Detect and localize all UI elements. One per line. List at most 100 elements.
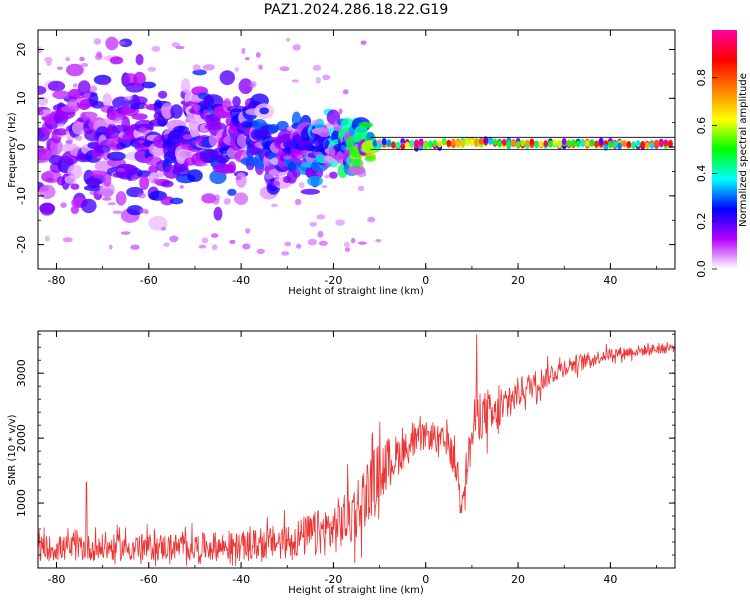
heatmap-speckle <box>62 237 73 243</box>
heatmap-speckle <box>38 145 43 152</box>
colorbar-label: Normalized spectral amplitude <box>738 73 749 227</box>
heatmap-speckle <box>191 139 198 146</box>
heatmap-cell <box>364 155 376 162</box>
heatmap-speckle <box>357 185 365 192</box>
heatmap-cell <box>148 165 159 174</box>
x-tick-label: -40 <box>232 573 250 586</box>
heatmap-speckle <box>41 154 52 160</box>
heatmap-speckle <box>72 83 78 88</box>
heatmap-cell <box>38 96 49 106</box>
heatmap-speckle <box>108 190 114 194</box>
heatmap-speckle <box>242 243 251 250</box>
heatmap-cell <box>548 140 553 148</box>
heatmap-speckle <box>298 182 305 189</box>
heatmap-speckle <box>277 161 287 168</box>
heatmap-speckle <box>258 64 263 70</box>
heatmap-cell <box>501 139 507 146</box>
heatmap-speckle <box>63 173 71 177</box>
heatmap-cell <box>663 139 669 147</box>
heatmap-speckle <box>270 203 278 208</box>
heatmap-speckle <box>201 237 209 244</box>
heatmap-speckle <box>292 44 301 51</box>
heatmap-cell <box>488 137 493 145</box>
heatmap-cell <box>190 124 200 138</box>
heatmap-cell <box>580 140 586 148</box>
heatmap-speckle <box>116 137 125 143</box>
heatmap-speckle <box>189 101 196 107</box>
heatmap-speckle <box>234 67 239 72</box>
heatmap-cell <box>170 104 183 119</box>
x-tick-label: 20 <box>511 274 525 287</box>
colorbar-tick-label: 0.0 <box>695 260 708 278</box>
heatmap-speckle <box>344 241 350 248</box>
heatmap-speckle <box>356 170 367 178</box>
heatmap-cell <box>176 149 195 159</box>
heatmap-speckle <box>342 89 349 95</box>
heatmap-speckle <box>198 244 207 249</box>
spectrogram-y-ticks: -20 -10 0 10 20 <box>15 43 675 270</box>
heatmap-speckle <box>282 155 293 160</box>
heatmap-speckle <box>294 198 302 206</box>
heatmap-speckle <box>375 140 382 145</box>
heatmap-cell <box>464 139 470 146</box>
x-tick-label: -80 <box>47 274 65 287</box>
heatmap-cell <box>566 140 572 147</box>
heatmap-cell <box>400 143 406 151</box>
heatmap-speckle <box>264 173 274 180</box>
heatmap-speckle <box>163 242 170 247</box>
y-tick-label: 10 <box>15 91 28 105</box>
heatmap-speckle <box>45 177 55 183</box>
heatmap-speckle <box>211 244 218 251</box>
heatmap-speckle <box>321 163 332 168</box>
heatmap-cell <box>598 138 604 146</box>
heatmap-speckle <box>138 127 147 134</box>
heatmap-speckle <box>72 90 81 98</box>
heatmap-speckle <box>38 109 44 116</box>
spectrogram-y-label: Frequency (Hz) <box>7 112 18 188</box>
heatmap-cell <box>621 140 627 148</box>
y-tick-label: 20 <box>15 43 28 57</box>
x-tick-label: 40 <box>603 274 617 287</box>
heatmap-speckle <box>81 111 87 119</box>
heatmap-speckle <box>94 53 103 61</box>
heatmap-cell <box>105 36 119 51</box>
heatmap-cell <box>39 202 56 214</box>
heatmap-speckle <box>185 151 191 157</box>
heatmap-speckle <box>171 42 180 48</box>
heatmap-speckle <box>352 143 359 148</box>
heatmap-cell <box>511 139 516 147</box>
heatmap-cell <box>506 140 512 148</box>
heatmap-cell <box>404 141 410 149</box>
heatmap-cell <box>668 141 673 149</box>
heatmap-cell <box>469 138 475 146</box>
heatmap-cell <box>366 131 375 141</box>
heatmap-cell <box>169 197 184 205</box>
heatmap-speckle <box>315 77 321 84</box>
heatmap-cell <box>594 140 599 148</box>
heatmap-cell <box>162 107 172 120</box>
snr-series-line <box>38 334 675 567</box>
y-tick-label: -10 <box>15 187 28 205</box>
heatmap-cell <box>215 154 230 164</box>
heatmap-speckle <box>96 190 105 195</box>
heatmap-speckle <box>101 80 109 86</box>
x-tick-label: 0 <box>422 573 429 586</box>
heatmap-speckle <box>316 214 326 220</box>
heatmap-cell <box>90 174 106 185</box>
heatmap-speckle <box>130 244 140 250</box>
heatmap-cell <box>608 141 613 149</box>
heatmap-cell <box>88 170 108 177</box>
heatmap-cell <box>227 188 237 196</box>
heatmap-speckle <box>241 47 246 55</box>
heatmap-speckle <box>324 174 330 179</box>
heatmap-cells <box>38 36 675 256</box>
heatmap-cell <box>478 137 484 145</box>
heatmap-cell <box>103 171 112 187</box>
heatmap-speckle <box>112 210 123 214</box>
heatmap-speckle <box>147 66 157 72</box>
heatmap-speckle <box>124 95 134 101</box>
heatmap-speckle <box>56 66 63 70</box>
heatmap-speckle <box>117 41 127 45</box>
heatmap-speckle <box>199 163 209 167</box>
heatmap-cell <box>446 139 452 147</box>
